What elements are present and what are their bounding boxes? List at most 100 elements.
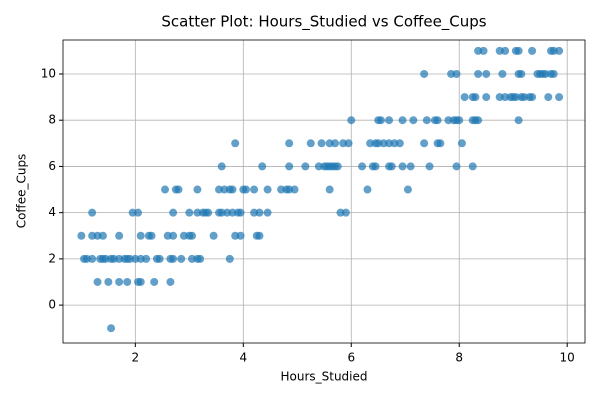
point [155,254,164,263]
point [317,139,326,148]
point [77,231,86,240]
point [225,254,234,263]
point [385,116,394,125]
point [409,116,418,125]
point [123,277,132,286]
point [344,139,353,148]
point [555,93,564,102]
point [498,69,507,78]
chart-title: Scatter Plot: Hours_Studied vs Coffee_Cu… [161,13,486,32]
point [174,185,183,194]
point [255,231,264,240]
point [528,46,537,55]
point [325,185,334,194]
point [209,231,218,240]
point [231,139,240,148]
point [422,116,431,125]
point [479,46,488,55]
point [387,162,396,171]
point [290,185,299,194]
point [169,231,178,240]
x-tick-label: 6 [347,351,355,365]
point [549,69,558,78]
point [196,254,205,263]
point [142,254,151,263]
y-tick-label: 6 [48,159,56,173]
point [425,162,434,171]
point [136,277,145,286]
point [514,46,523,55]
point [398,162,407,171]
point [301,162,310,171]
point [236,231,245,240]
point [93,277,102,286]
x-tick-label: 10 [560,351,575,365]
point [474,69,483,78]
point [544,93,553,102]
point [457,139,466,148]
x-tick-label: 2 [132,351,140,365]
point [474,116,483,125]
point [436,139,445,148]
y-tick-label: 2 [48,251,56,265]
point [406,162,415,171]
point [169,254,178,263]
point [347,116,356,125]
point [263,208,272,217]
point [468,162,477,171]
point [177,254,186,263]
point [258,162,267,171]
point [501,46,510,55]
point [136,231,145,240]
y-tick-label: 8 [48,113,56,127]
point [188,231,197,240]
point [107,324,116,333]
point [452,162,461,171]
point [420,139,429,148]
point [169,208,178,217]
point [88,208,97,217]
x-axis-label: Hours_Studied [280,370,367,384]
point [150,277,159,286]
point [98,231,107,240]
point [217,162,226,171]
point [236,208,245,217]
point [460,93,469,102]
point [433,116,442,125]
point [134,208,143,217]
point [528,93,537,102]
y-tick-label: 4 [48,205,56,219]
point [161,185,170,194]
point [204,208,213,217]
point [263,185,272,194]
y-tick-label: 0 [48,298,56,312]
point [555,46,564,55]
point [241,185,250,194]
x-tick-label: 8 [455,351,463,365]
point [455,116,464,125]
point [517,69,526,78]
point [371,162,380,171]
point [471,93,480,102]
point [166,277,175,286]
point [104,277,113,286]
point [193,185,202,194]
point [376,116,385,125]
point [403,185,412,194]
point [250,185,259,194]
point [115,231,124,240]
point [482,69,491,78]
point [341,208,350,217]
point [147,231,156,240]
point [285,139,294,148]
point [420,69,429,78]
plot-frame [62,39,586,344]
point [228,185,237,194]
point [306,139,315,148]
point [331,139,340,148]
y-tick-label: 10 [41,66,56,80]
point [514,116,523,125]
point [285,162,294,171]
